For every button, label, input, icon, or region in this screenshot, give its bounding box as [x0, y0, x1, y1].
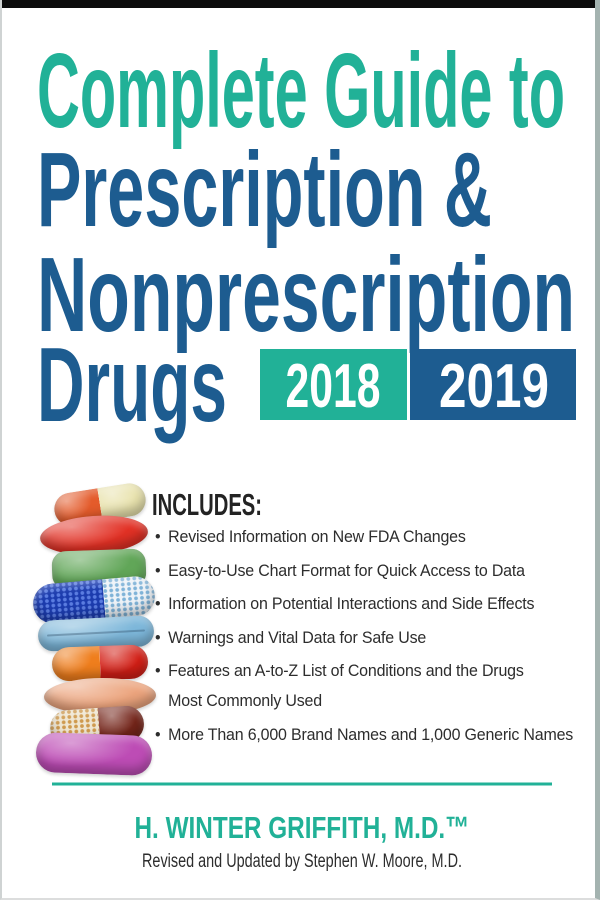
title-line-1: Complete Guide to [37, 32, 565, 150]
pill-capsule-orange-red-body [99, 644, 149, 680]
bullet-text: Easy-to-Use Chart Format for Quick Acces… [168, 560, 525, 580]
bullet-text: Revised Information on New FDA Changes [168, 527, 466, 546]
year-2019: 2019 [439, 352, 549, 421]
includes-list: • Revised Information on New FDA Changes … [155, 522, 580, 753]
year-2018: 2018 [286, 352, 381, 421]
pill-capsule-orange-red [51, 644, 149, 682]
author-name: H. WINTER GRIFFITH, M.D.™ [135, 810, 470, 845]
pill-capsule-orange-red-cap [51, 646, 101, 682]
top-edge-band [2, 0, 595, 8]
list-item: • Easy-to-Use Chart Format for Quick Acce… [155, 556, 580, 586]
bullet-icon: • [155, 724, 161, 744]
bullet-text: Warnings and Vital Data for Safe Use [168, 627, 427, 647]
bullet-icon: • [155, 560, 161, 580]
bullet-text: Information on Potential Interactions an… [168, 594, 535, 613]
bullet-text: Features an A-to-Z List of Conditions an… [168, 661, 524, 710]
includes-heading: INCLUDES: [152, 487, 262, 522]
list-item: • Information on Potential Interactions a… [155, 589, 580, 619]
title-line-4: Drugs [37, 326, 227, 444]
bullet-icon: • [155, 627, 161, 647]
list-item: • More Than 6,000 Brand Names and 1,000 G… [155, 720, 580, 750]
bullet-icon: • [155, 661, 161, 680]
bullet-text: More Than 6,000 Brand Names and 1,000 Ge… [168, 724, 574, 744]
pill-capsule-blue-beads-body [101, 574, 157, 620]
pill-capsule-magenta [35, 731, 153, 777]
bullet-icon: • [155, 594, 161, 613]
title-line-2: Prescription & [37, 131, 492, 249]
tablet-score-line [47, 629, 145, 637]
year-block-2018 [260, 349, 407, 420]
list-item: • Warnings and Vital Data for Safe Use [155, 623, 580, 653]
title-line-3: Nonprescription [37, 236, 575, 354]
revised-by-line: Revised and Updated by Stephen W. Moore,… [142, 851, 462, 872]
bullet-icon: • [155, 527, 161, 546]
list-item: • Revised Information on New FDA Changes [155, 522, 580, 552]
pills-image [30, 481, 164, 782]
year-block-2019 [410, 349, 576, 420]
list-item: • Features an A-to-Z List of Conditions a… [155, 656, 580, 716]
